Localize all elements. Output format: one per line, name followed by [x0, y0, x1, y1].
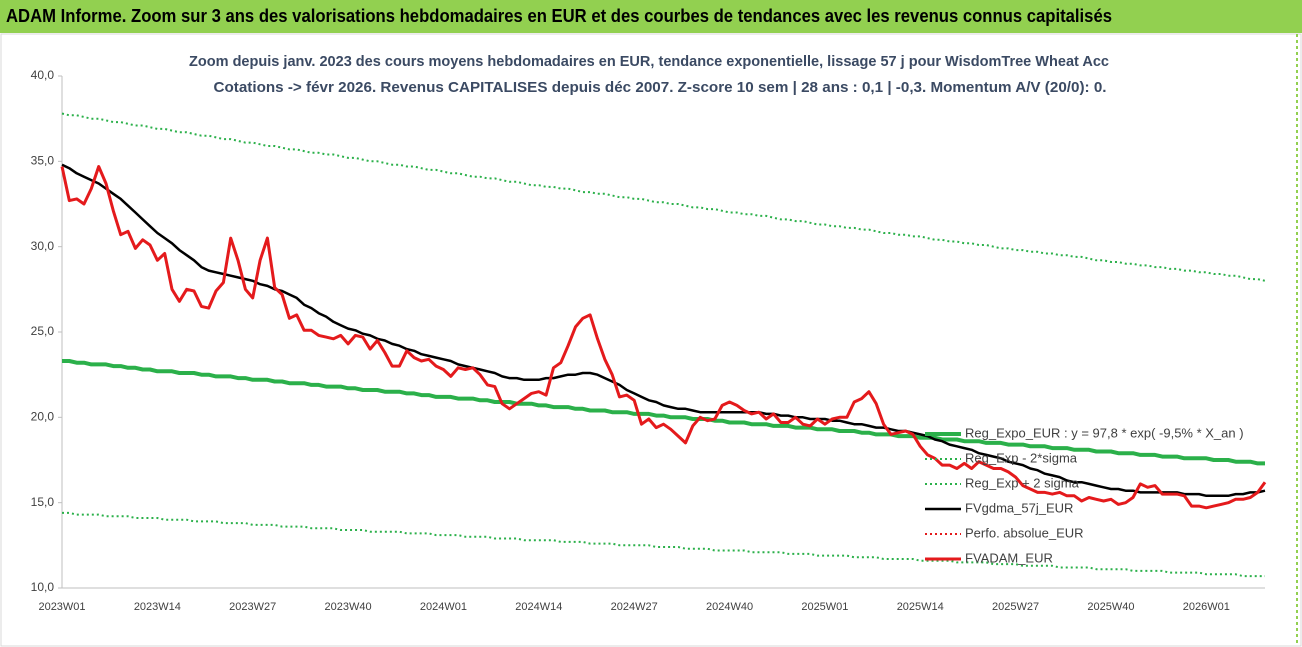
- y-tick-label: 30,0: [31, 239, 55, 253]
- banner-title: ADAM Informe. Zoom sur 3 ans des valoris…: [6, 6, 1112, 26]
- x-tick-label: 2023W27: [229, 601, 276, 613]
- x-tick-label: 2026W01: [1183, 601, 1230, 613]
- chart-subtitle: Cotations -> févr 2026. Revenus CAPITALI…: [214, 79, 1107, 96]
- x-tick-label: 2025W14: [897, 601, 944, 613]
- x-tick-label: 2025W27: [992, 601, 1039, 613]
- legend-label: Reg_Exp - 2*sigma: [965, 450, 1078, 465]
- series-line: [61, 112, 1266, 282]
- series-line: [62, 359, 1265, 466]
- x-tick-label: 2024W14: [515, 601, 562, 613]
- y-tick-label: 10,0: [31, 580, 55, 594]
- legend-label: Reg_Expo_EUR : y = 97,8 * exp( -9,5% * X…: [965, 425, 1244, 440]
- y-tick-label: 25,0: [31, 324, 55, 338]
- x-tick-label: 2023W40: [325, 601, 372, 613]
- legend-label: FVgdma_57j_EUR: [965, 500, 1073, 515]
- x-tick-label: 2024W27: [611, 601, 658, 613]
- x-tick-label: 2025W01: [801, 601, 848, 613]
- x-tick-label: 2023W01: [38, 601, 85, 613]
- y-tick-label: 20,0: [31, 410, 55, 424]
- y-tick-label: 40,0: [31, 68, 55, 82]
- chart-border: [0, 33, 1302, 647]
- x-tick-label: 2024W40: [706, 601, 753, 613]
- x-tick-label: 2024W01: [420, 601, 467, 613]
- y-tick-label: 15,0: [31, 495, 55, 509]
- banner: [0, 0, 1302, 33]
- chart-title: Zoom depuis janv. 2023 des cours moyens …: [189, 53, 1109, 70]
- x-tick-label: 2023W14: [134, 601, 181, 613]
- legend-label: FVADAM_EUR: [965, 550, 1053, 565]
- series-line: [60, 165, 1267, 510]
- legend-label: Reg_Exp + 2 sigma: [965, 475, 1080, 490]
- x-tick-label: 2025W40: [1087, 601, 1134, 613]
- series-line: [61, 163, 1266, 498]
- legend-label: Perfo. absolue_EUR: [965, 525, 1084, 540]
- y-tick-label: 35,0: [31, 154, 55, 168]
- series-line: [62, 511, 1265, 578]
